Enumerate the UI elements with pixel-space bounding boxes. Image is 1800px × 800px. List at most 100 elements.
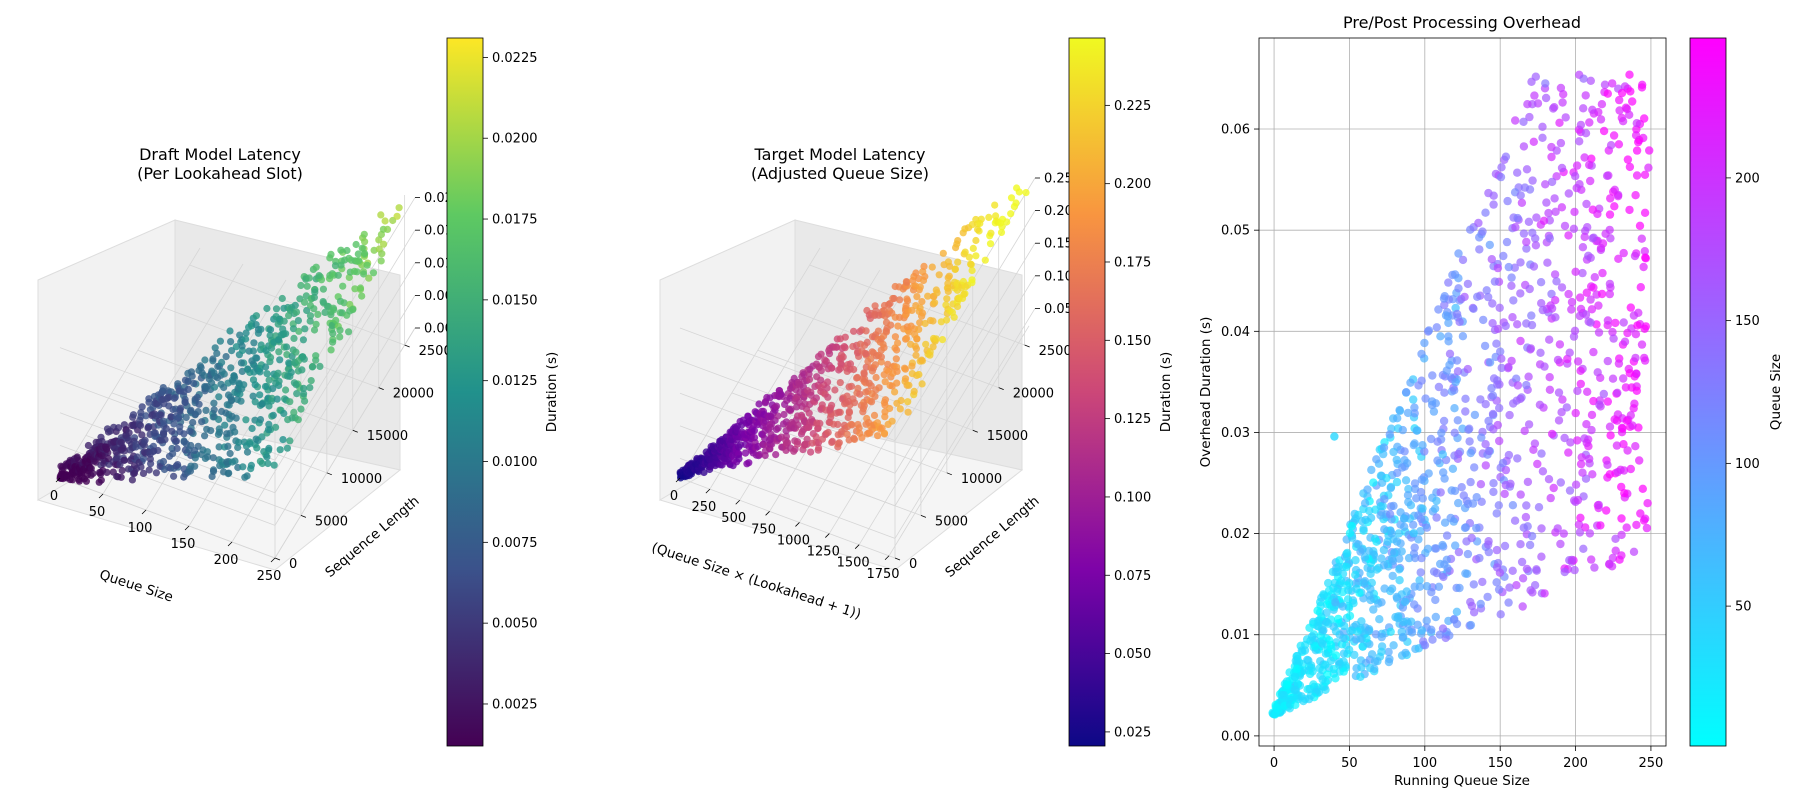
overhead-point — [1450, 404, 1459, 413]
overhead-point — [1513, 454, 1522, 463]
overhead-point — [1434, 305, 1443, 314]
overhead-point — [1505, 583, 1514, 592]
overhead-point — [1614, 359, 1624, 368]
overhead-point — [1393, 414, 1402, 423]
draft-point — [365, 274, 373, 282]
overhead-point — [1531, 72, 1541, 81]
target-point — [805, 409, 813, 417]
overhead-point — [1370, 657, 1380, 666]
draft-point — [360, 270, 368, 278]
draft-point — [303, 282, 311, 290]
overhead-point — [1450, 270, 1460, 279]
overhead-point — [1610, 202, 1619, 211]
overhead-point — [1550, 194, 1559, 203]
overhead-point — [1351, 556, 1360, 565]
overhead-point — [1527, 311, 1536, 320]
overhead-point — [1466, 448, 1475, 458]
draft-point — [137, 463, 145, 471]
target-point — [833, 343, 841, 351]
overhead-point — [1412, 494, 1421, 503]
draft-point — [329, 329, 337, 337]
draft-point — [240, 381, 248, 389]
overhead-point — [1445, 349, 1455, 358]
target-point — [874, 432, 882, 440]
draft-point — [141, 436, 149, 444]
target-point — [954, 237, 962, 245]
overhead-point — [1379, 443, 1389, 452]
overhead-point — [1426, 434, 1436, 444]
overhead-point — [1398, 463, 1407, 472]
draft-point — [258, 433, 266, 441]
overhead-point — [1496, 172, 1506, 182]
overhead-point — [1560, 433, 1569, 443]
draft-point — [247, 461, 255, 469]
overhead-point — [1644, 163, 1653, 172]
draft-point — [251, 398, 259, 406]
overhead-point — [1356, 547, 1365, 556]
overhead-point — [1507, 356, 1516, 366]
overhead-point — [1619, 466, 1629, 475]
draft-point — [339, 282, 347, 290]
overhead-point — [1376, 502, 1386, 511]
overhead-point — [1446, 513, 1455, 523]
overhead-point — [1513, 320, 1522, 329]
draft-colorbar — [446, 37, 484, 747]
draft-point — [307, 377, 315, 385]
target-point — [877, 358, 885, 366]
target-point — [904, 398, 912, 406]
overhead-point — [1399, 617, 1408, 627]
draft-point — [89, 469, 97, 478]
draft-point — [321, 308, 329, 316]
draft-point — [227, 364, 235, 372]
draft-point — [227, 397, 235, 405]
target-point — [850, 399, 859, 407]
draft-point — [352, 240, 360, 249]
overhead-point — [1384, 647, 1393, 657]
overhead-colorbar-tick-label: 150 — [1735, 314, 1760, 329]
draft-point — [356, 284, 365, 292]
draft-point — [114, 424, 123, 432]
draft-point — [242, 335, 250, 343]
overhead-point — [1282, 680, 1291, 689]
draft-point — [210, 399, 218, 407]
draft-point — [301, 397, 309, 405]
target-y-tick-label: 20000 — [1013, 387, 1054, 402]
overhead-point — [1409, 520, 1418, 529]
overhead-point — [1543, 258, 1552, 267]
target-point — [946, 262, 954, 270]
overhead-point — [1400, 447, 1409, 456]
overhead-point — [1416, 568, 1425, 577]
overhead-point — [1612, 416, 1622, 425]
overhead-point — [1567, 297, 1577, 307]
overhead-point — [1625, 205, 1634, 215]
target-point — [784, 439, 792, 447]
draft-point — [354, 250, 362, 258]
overhead-point — [1556, 478, 1566, 487]
overhead-point — [1628, 421, 1637, 430]
overhead-point — [1484, 416, 1493, 426]
draft-point — [82, 477, 90, 485]
overhead-point — [1401, 476, 1411, 485]
draft-point — [355, 257, 363, 265]
overhead-point — [1434, 382, 1444, 392]
overhead-point — [1409, 395, 1418, 404]
overhead-point — [1400, 514, 1409, 523]
overhead-point — [1400, 522, 1409, 531]
overhead-point — [1321, 649, 1331, 658]
target-point — [910, 387, 918, 395]
overhead-point — [1385, 510, 1395, 519]
overhead-point — [1489, 479, 1498, 488]
draft-point — [139, 469, 148, 477]
draft-point — [225, 469, 233, 477]
overhead-point — [1467, 533, 1476, 543]
overhead-point — [1461, 394, 1470, 403]
overhead-point — [1331, 674, 1340, 683]
target-point — [854, 420, 862, 429]
draft-point — [275, 377, 283, 385]
overhead-point — [1576, 304, 1586, 314]
overhead-point — [1339, 657, 1348, 666]
overhead-point — [1444, 332, 1453, 341]
overhead-point — [1503, 196, 1512, 206]
overhead-point — [1505, 410, 1514, 420]
overhead-point — [1546, 493, 1555, 503]
